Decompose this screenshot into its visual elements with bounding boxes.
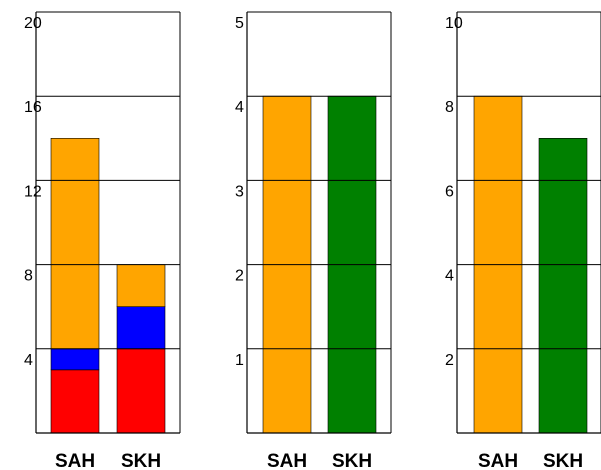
bar-skh-segment-1 <box>116 348 166 434</box>
x-category-label: SKH <box>543 451 583 470</box>
y-tick-label: 1 <box>235 352 244 369</box>
bar-skh-segment-2 <box>116 306 166 350</box>
bar-sah-segment-3 <box>50 138 100 350</box>
y-tick-label: 16 <box>24 99 42 116</box>
y-tick-label: 2 <box>445 352 454 369</box>
y-tick-label: 8 <box>445 99 454 116</box>
y-tick-label: 4 <box>24 352 33 369</box>
y-tick-label: 20 <box>24 15 42 32</box>
y-tick-label: 4 <box>445 268 454 285</box>
bar-sah-segment-2 <box>50 348 100 371</box>
chart-panel-2: 1 2 3 4 5 SAH SKH <box>235 11 392 470</box>
bar-skh-segment-3 <box>116 264 166 308</box>
y-tick-label: 6 <box>445 183 454 200</box>
y-tick-label: 8 <box>24 268 33 285</box>
y-tick-label: 5 <box>235 15 244 32</box>
y-tick-label: 3 <box>235 183 244 200</box>
x-category-label: SAH <box>55 451 95 470</box>
x-category-label: SKH <box>332 451 372 470</box>
y-tick-label: 12 <box>24 183 42 200</box>
chart-panel-1: 4 8 12 16 20 SAH SKH <box>24 11 181 470</box>
x-category-label: SAH <box>267 451 307 470</box>
bar-skh <box>538 138 588 434</box>
chart-panel-3: 2 4 6 8 10 SAH SKH <box>445 11 601 470</box>
bar-sah-segment-1 <box>50 369 100 434</box>
y-tick-label: 4 <box>235 99 244 116</box>
y-tick-label: 2 <box>235 268 244 285</box>
x-category-label: SAH <box>478 451 518 470</box>
x-category-label: SKH <box>121 451 161 470</box>
y-tick-label: 10 <box>445 15 463 32</box>
